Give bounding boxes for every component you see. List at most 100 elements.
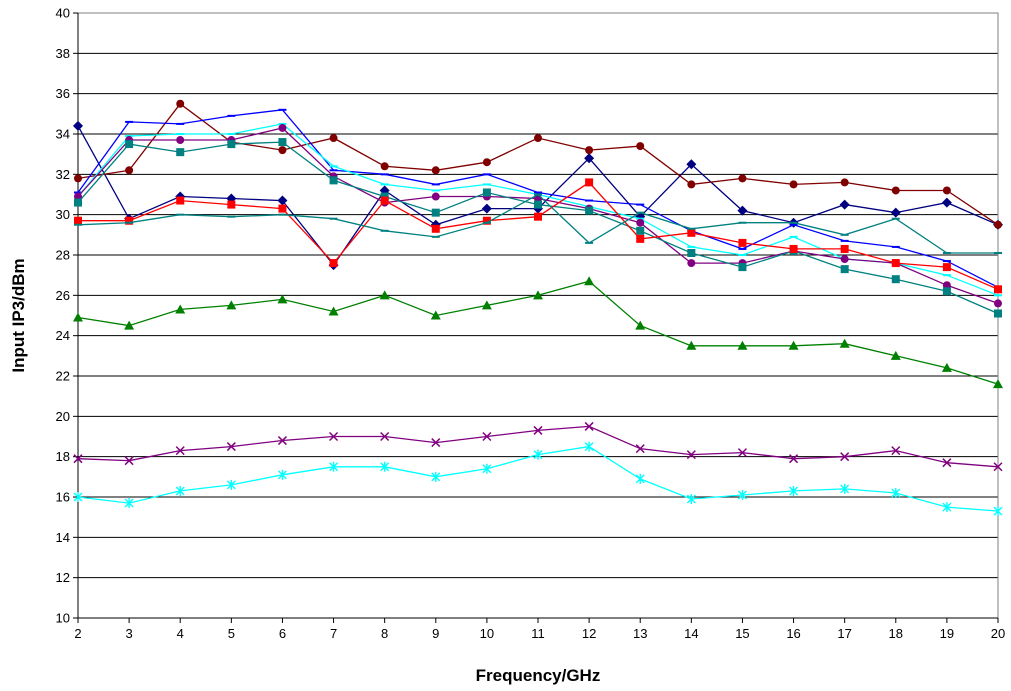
data-point <box>993 506 1003 517</box>
series-9 <box>73 276 1003 389</box>
series-line <box>77 425 999 468</box>
data-point <box>636 218 645 227</box>
data-point <box>891 446 901 456</box>
data-point <box>277 436 287 446</box>
x-tick-label: 20 <box>991 626 1005 641</box>
data-point <box>737 205 748 216</box>
data-point <box>686 340 697 350</box>
x-tick-label: 15 <box>735 626 749 641</box>
x-tick-label: 16 <box>786 626 800 641</box>
data-point <box>738 174 747 183</box>
data-point <box>124 498 134 509</box>
x-tick-label: 14 <box>684 626 698 641</box>
data-point <box>738 263 747 272</box>
data-point <box>277 469 287 480</box>
data-point <box>686 159 697 170</box>
data-point <box>941 197 952 208</box>
data-point <box>329 176 338 185</box>
data-point <box>584 276 595 286</box>
x-tick-label: 13 <box>633 626 647 641</box>
data-point <box>635 473 645 484</box>
data-point <box>585 178 594 187</box>
data-point <box>379 290 390 300</box>
data-point <box>941 362 952 372</box>
data-point <box>840 265 849 274</box>
data-point <box>533 290 543 300</box>
y-tick-label: 32 <box>56 167 70 182</box>
series-line <box>77 141 999 315</box>
series-layer <box>73 99 1003 517</box>
data-point <box>789 244 798 253</box>
data-point <box>175 304 186 314</box>
data-point <box>431 192 440 201</box>
data-point <box>482 158 491 167</box>
data-point <box>227 200 236 209</box>
y-tick-label: 14 <box>56 530 70 545</box>
series-11 <box>73 441 1003 517</box>
data-point <box>431 224 440 233</box>
data-point <box>534 134 542 143</box>
x-tick-label: 9 <box>432 626 439 641</box>
data-point <box>380 431 390 442</box>
data-point <box>380 192 389 201</box>
y-tick-label: 40 <box>56 6 70 21</box>
data-point <box>125 216 134 225</box>
data-point <box>176 99 185 108</box>
data-point <box>686 494 696 505</box>
data-point <box>789 454 799 464</box>
data-point <box>125 166 134 175</box>
x-tick-label: 7 <box>330 626 337 641</box>
data-point <box>73 120 83 131</box>
data-point <box>329 259 338 268</box>
y-tick-label: 28 <box>56 248 70 263</box>
data-point <box>942 458 952 468</box>
data-point <box>840 452 850 462</box>
data-point <box>994 220 1002 229</box>
axes <box>73 12 999 623</box>
data-point <box>481 203 492 214</box>
data-point <box>431 471 441 482</box>
data-point <box>635 444 645 454</box>
data-point <box>789 485 799 496</box>
data-point <box>534 200 542 209</box>
data-point <box>73 492 83 502</box>
x-tick-label: 18 <box>889 626 903 641</box>
data-point <box>840 178 849 187</box>
data-point <box>380 162 389 171</box>
data-point <box>891 275 900 284</box>
data-point <box>839 199 850 210</box>
data-point <box>431 166 440 175</box>
x-tick-label: 19 <box>940 626 954 641</box>
data-point <box>380 461 390 472</box>
data-point <box>840 255 849 264</box>
data-point <box>942 281 951 290</box>
data-point <box>124 456 134 466</box>
data-point <box>584 441 594 452</box>
data-point <box>687 180 696 189</box>
data-point <box>839 338 850 348</box>
data-point <box>329 431 339 442</box>
data-point <box>481 300 492 310</box>
data-point <box>584 421 594 431</box>
data-point <box>788 340 799 350</box>
data-point <box>278 146 287 155</box>
x-tick-label: 12 <box>582 626 596 641</box>
x-tick-label: 17 <box>837 626 851 641</box>
data-point <box>226 479 236 490</box>
data-point <box>994 285 1002 294</box>
data-point <box>737 448 747 458</box>
x-tick-label: 11 <box>531 626 545 641</box>
data-point <box>226 442 236 452</box>
data-point <box>176 196 185 205</box>
y-tick-label: 18 <box>56 449 70 464</box>
data-point <box>533 425 543 435</box>
data-point <box>125 140 134 149</box>
data-point <box>891 487 901 498</box>
data-point <box>635 320 646 330</box>
data-point <box>891 186 900 195</box>
data-point <box>993 462 1003 472</box>
data-point <box>278 138 287 147</box>
y-tick-label: 20 <box>56 409 70 424</box>
y-tick-label: 30 <box>56 207 70 222</box>
